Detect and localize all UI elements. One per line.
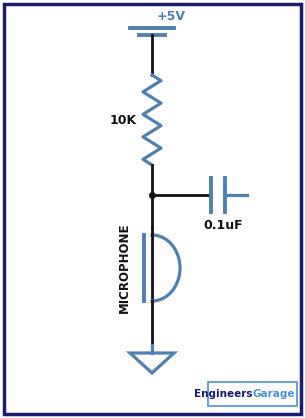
Text: +5V: +5V	[157, 10, 186, 23]
Text: 0.1uF: 0.1uF	[203, 219, 243, 232]
Text: 10K: 10K	[110, 114, 137, 127]
Text: Garage: Garage	[253, 389, 295, 399]
Text: Engineers: Engineers	[194, 389, 253, 399]
Text: MICROPHONE: MICROPHONE	[117, 223, 131, 313]
